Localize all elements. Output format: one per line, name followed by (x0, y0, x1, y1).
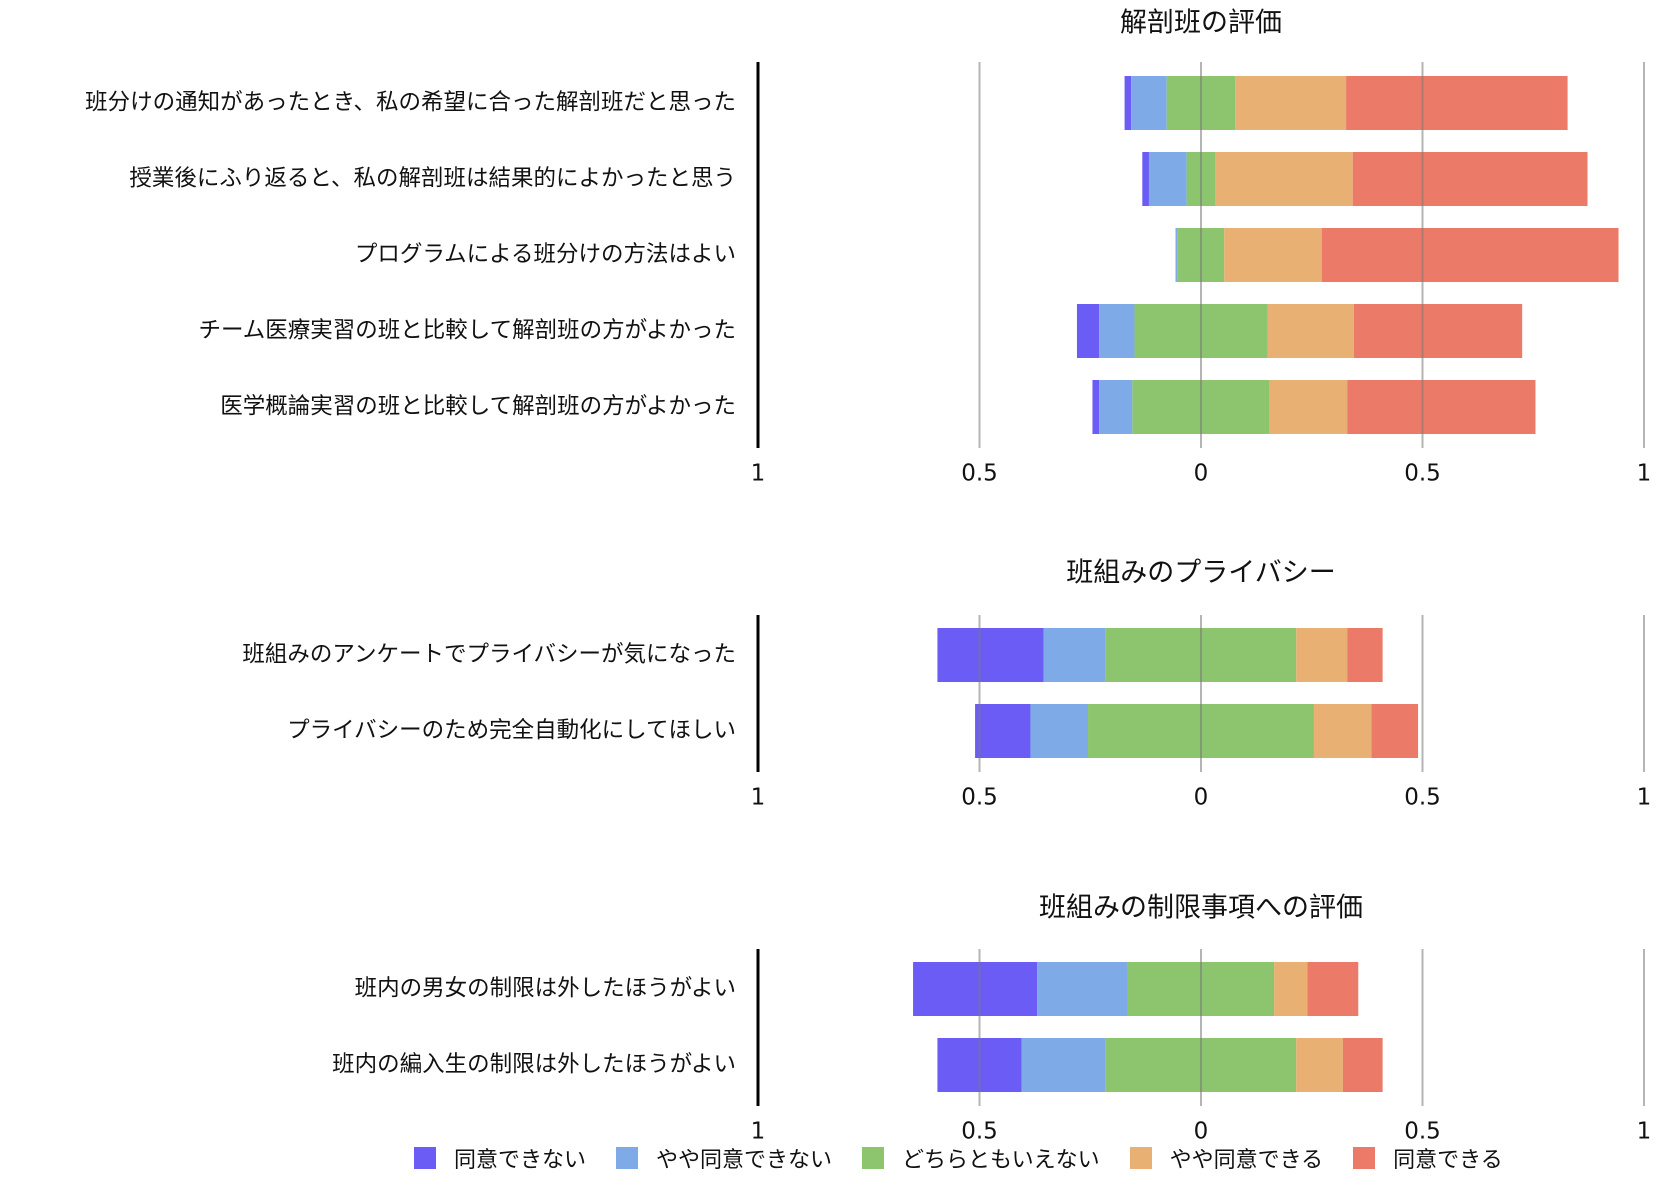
x-tick-label: 1 (751, 1119, 766, 1145)
legend-label: 同意できない (454, 1148, 587, 1173)
legend-swatch (616, 1147, 639, 1169)
bar-segment-2 (1099, 380, 1133, 434)
row-label: 班内の編入生の制限は外したほうがよい (332, 1052, 736, 1078)
bar-segment-2 (1099, 304, 1135, 358)
bar-segment-4 (1296, 1038, 1343, 1092)
panel-title: 班組みのプライバシー (1066, 558, 1335, 589)
bar-segment-5 (1347, 380, 1536, 434)
bar-segment-5 (1307, 962, 1359, 1016)
legend-label: どちらともいえない (902, 1148, 1100, 1173)
panel-title: 班組みの制限事項への評価 (1039, 893, 1363, 924)
bar-segment-1 (1124, 76, 1132, 130)
bar-segment-1 (1142, 152, 1149, 206)
bar-segment-5 (1346, 76, 1568, 130)
row-label: 班分けの通知があったとき、私の希望に合った解剖班だと思った (85, 90, 736, 116)
row-label: 班内の男女の制限は外したほうがよい (355, 976, 736, 1002)
x-tick-label: 0.5 (961, 785, 998, 811)
row-label: プライバシーのため完全自動化にしてほしい (287, 718, 736, 744)
x-tick-label: 0 (1194, 785, 1209, 811)
legend-item: やや同意できる (1129, 1142, 1324, 1174)
bar-segment-1 (975, 704, 1031, 758)
bar-segment-4 (1269, 380, 1348, 434)
x-tick-label: 0 (1194, 461, 1209, 487)
bar-segment-1 (913, 962, 1038, 1016)
bar-segment-4 (1235, 76, 1347, 130)
row-label: 班組みのアンケートでプライバシーが気になった (242, 642, 736, 668)
bar-segment-5 (1353, 304, 1523, 358)
bar-segment-2 (1043, 628, 1106, 682)
legend-label: やや同意できない (656, 1148, 833, 1173)
x-tick-label: 1 (1637, 785, 1652, 811)
bar-segment-5 (1342, 1038, 1383, 1092)
bar-segment-2 (1148, 152, 1187, 206)
bar-segment-2 (1030, 704, 1089, 758)
bar-segment-2 (1037, 962, 1128, 1016)
legend-swatch (1353, 1147, 1376, 1169)
legend-item: どちらともいえない (862, 1142, 1100, 1174)
bar-segment-2 (1175, 228, 1178, 282)
legend-swatch (1129, 1147, 1152, 1169)
legend-label: やや同意できる (1169, 1148, 1324, 1173)
bar-segment-5 (1321, 228, 1619, 282)
bar-segment-5 (1371, 704, 1419, 758)
bar-segment-2 (1021, 1038, 1106, 1092)
bar-segment-4 (1224, 228, 1322, 282)
legend-swatch (414, 1147, 436, 1169)
legend-label: 同意できる (1393, 1148, 1503, 1173)
panel-title: 解剖班の評価 (1120, 8, 1282, 39)
chart-legend: 同意できない やや同意できない どちらともいえない やや同意できる 同意できる (414, 1140, 1503, 1176)
bar-segment-4 (1215, 152, 1353, 206)
x-tick-label: 1 (751, 785, 766, 811)
bar-segment-5 (1352, 152, 1588, 206)
row-label: プログラムによる班分けの方法はよい (355, 242, 736, 268)
x-tick-label: 0.5 (1404, 1119, 1441, 1145)
legend-item: やや同意できない (616, 1142, 832, 1174)
bar-segment-4 (1313, 704, 1372, 758)
bar-segment-4 (1274, 962, 1308, 1016)
x-tick-label: 0.5 (1404, 785, 1441, 811)
bar-segment-1 (1076, 304, 1100, 358)
row-label: 授業後にふり返ると、私の解剖班は結果的によかったと思う (129, 166, 736, 192)
bar-segment-1 (937, 628, 1044, 682)
bar-segment-4 (1296, 628, 1348, 682)
x-tick-label: 0 (1194, 1119, 1209, 1145)
x-tick-label: 1 (1637, 461, 1652, 487)
bar-segment-1 (1092, 380, 1100, 434)
bar-segment-2 (1131, 76, 1167, 130)
legend-item: 同意できる (1353, 1142, 1503, 1174)
row-label: チーム医療実習の班と比較して解剖班の方がよかった (198, 318, 736, 344)
x-tick-label: 0.5 (961, 461, 998, 487)
x-tick-label: 1 (751, 461, 766, 487)
x-tick-label: 0.5 (1404, 461, 1441, 487)
legend-swatch (862, 1147, 885, 1169)
bar-segment-5 (1347, 628, 1383, 682)
x-tick-label: 0.5 (961, 1119, 998, 1145)
legend-item: 同意できない (414, 1142, 586, 1174)
bar-segment-4 (1267, 304, 1354, 358)
row-label: 医学概論実習の班と比較して解剖班の方がよかった (220, 394, 736, 420)
x-tick-label: 1 (1637, 1119, 1652, 1145)
